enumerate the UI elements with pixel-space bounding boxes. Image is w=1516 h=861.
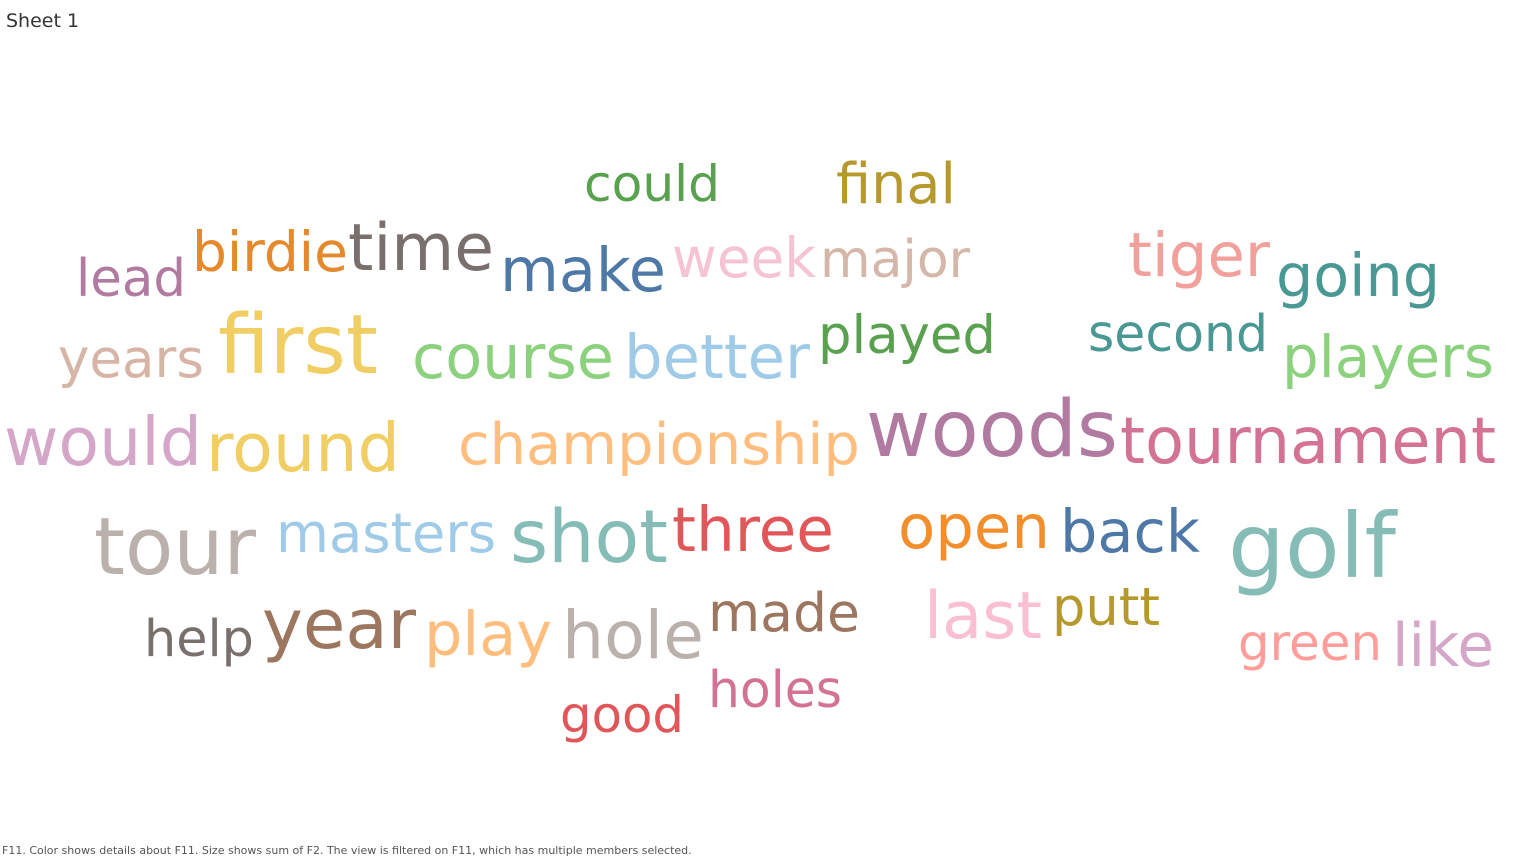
word-made[interactable]: made — [708, 581, 860, 645]
word-players[interactable]: players — [1282, 322, 1494, 391]
word-first[interactable]: first — [218, 297, 378, 393]
word-woods[interactable]: woods — [866, 383, 1118, 476]
word-better[interactable]: better — [624, 323, 810, 394]
word-golf[interactable]: golf — [1228, 494, 1397, 599]
word-holes[interactable]: holes — [708, 659, 842, 719]
word-masters[interactable]: masters — [276, 502, 497, 566]
word-second[interactable]: second — [1088, 303, 1268, 363]
word-championship[interactable]: championship — [458, 410, 860, 478]
word-lead[interactable]: lead — [76, 248, 186, 309]
word-time[interactable]: time — [348, 211, 495, 286]
word-tournament[interactable]: tournament — [1120, 404, 1496, 479]
sheet-title: Sheet 1 — [6, 10, 80, 32]
chart-caption: F11. Color shows details about F11. Size… — [2, 844, 692, 857]
word-help[interactable]: help — [144, 609, 254, 669]
word-hole[interactable]: hole — [562, 595, 704, 674]
word-years[interactable]: years — [58, 327, 204, 390]
word-would[interactable]: would — [4, 403, 202, 482]
word-major[interactable]: major — [820, 230, 970, 291]
word-shot[interactable]: shot — [510, 494, 668, 580]
word-green[interactable]: green — [1238, 614, 1383, 673]
word-week[interactable]: week — [672, 226, 816, 291]
word-course[interactable]: course — [412, 323, 614, 394]
word-tour[interactable]: tour — [94, 501, 256, 594]
word-tiger[interactable]: tiger — [1128, 220, 1270, 292]
word-good[interactable]: good — [560, 686, 684, 745]
word-make[interactable]: make — [500, 236, 666, 307]
word-birdie[interactable]: birdie — [192, 219, 348, 284]
word-three[interactable]: three — [672, 494, 834, 566]
word-last[interactable]: last — [924, 578, 1042, 655]
word-open[interactable]: open — [898, 492, 1050, 564]
word-going[interactable]: going — [1276, 241, 1440, 310]
word-could[interactable]: could — [584, 153, 720, 213]
word-back[interactable]: back — [1060, 496, 1200, 566]
word-putt[interactable]: putt — [1052, 576, 1160, 638]
word-played[interactable]: played — [818, 304, 996, 366]
word-like[interactable]: like — [1392, 612, 1494, 682]
word-play[interactable]: play — [424, 600, 553, 671]
word-final[interactable]: final — [836, 152, 956, 218]
word-round[interactable]: round — [206, 409, 400, 488]
word-year[interactable]: year — [262, 585, 417, 666]
